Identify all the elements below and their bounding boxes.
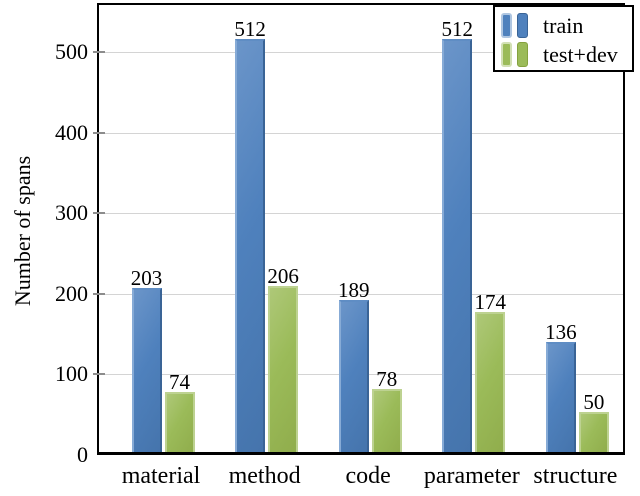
- y-tick-label: 200: [55, 280, 88, 306]
- legend-marker-icon: [501, 42, 530, 67]
- bar-value-label: 136: [545, 320, 577, 345]
- x-axis-label-material: material: [121, 463, 201, 489]
- plot-area: 203 74 512 206 189 78 512 174 136 50: [97, 3, 625, 455]
- bar-train-parameter: [442, 39, 473, 452]
- y-tick-label: 100: [55, 361, 88, 387]
- x-axis-label-method: method: [228, 463, 301, 489]
- bar-value-label: 203: [130, 266, 163, 291]
- bar-value-label: 50: [583, 389, 605, 414]
- legend-bar-glyph: [501, 13, 512, 38]
- legend-label: train: [543, 12, 584, 38]
- bar-value-label: 174: [474, 289, 507, 314]
- legend: train test+dev: [493, 5, 634, 72]
- bar-value-label: 512: [234, 17, 266, 42]
- x-axis-label-parameter: parameter: [423, 463, 520, 489]
- bar-value-label: 189: [337, 277, 370, 302]
- y-tick-mark: [93, 131, 105, 134]
- legend-bar-glyph: [517, 42, 528, 67]
- y-tick-label: 400: [55, 119, 88, 145]
- bar-test+dev-parameter: [475, 312, 506, 452]
- bar-value-label: 74: [169, 370, 190, 395]
- bar-test+dev-code: [371, 389, 402, 452]
- legend-label: test+dev: [543, 41, 618, 67]
- y-tick-mark: [93, 292, 105, 295]
- bar-train-structure: [545, 342, 576, 452]
- bar-value-label: 206: [267, 264, 299, 289]
- y-tick-mark: [93, 373, 105, 376]
- gridline: [99, 52, 623, 54]
- y-tick-label: 300: [55, 200, 88, 226]
- legend-bar-glyph: [517, 13, 528, 38]
- gridline: [99, 132, 623, 134]
- y-tick-mark: [93, 212, 105, 215]
- y-tick-mark: [93, 51, 105, 54]
- y-tick-label: 500: [55, 39, 88, 65]
- x-axis-label-code: code: [345, 463, 391, 489]
- bar-test+dev-method: [268, 286, 299, 452]
- bar-train-code: [338, 300, 369, 452]
- legend-bar-glyph: [501, 42, 512, 67]
- bar-train-material: [131, 288, 162, 452]
- y-tick-label: 0: [77, 442, 88, 467]
- bar-test+dev-material: [164, 392, 195, 452]
- gridline: [99, 293, 623, 295]
- bar-value-label: 78: [376, 367, 398, 392]
- legend-marker-icon: [501, 13, 530, 38]
- bar-value-label: 512: [441, 17, 474, 42]
- bar-train-method: [235, 39, 266, 452]
- legend-item-test+dev: test+dev: [501, 40, 632, 69]
- bar-test+dev-structure: [578, 412, 609, 452]
- gridline: [99, 213, 623, 215]
- x-axis-label-structure: structure: [533, 463, 618, 489]
- y-axis-title: Number of spans: [10, 155, 35, 307]
- legend-item-train: train: [501, 11, 632, 40]
